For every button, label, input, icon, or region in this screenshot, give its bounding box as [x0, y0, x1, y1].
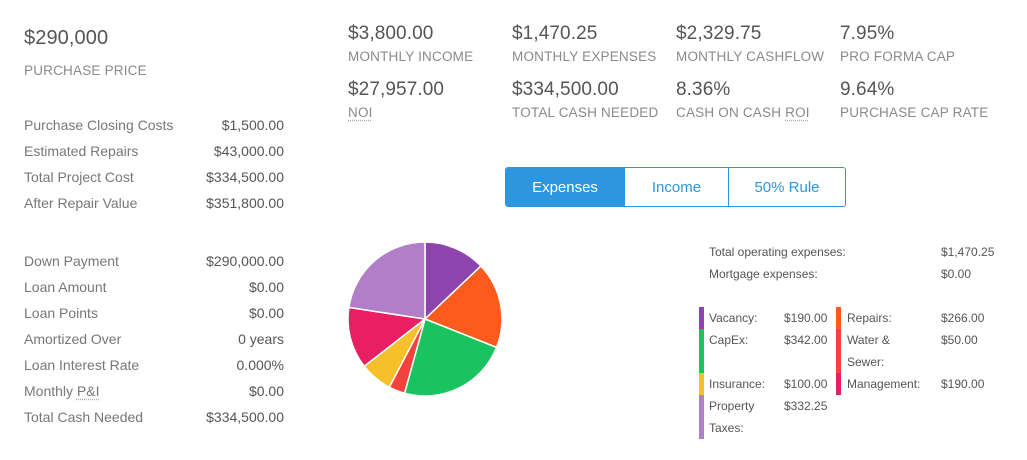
pi-abbr[interactable]: P&I [76, 383, 100, 399]
capex-swatch [699, 329, 704, 373]
purchase-cap-rate-label: PURCHASE CAP RATE [840, 105, 989, 120]
legend-capex-label: CapEx: [709, 333, 749, 347]
row-label: Total Project Cost [24, 169, 134, 185]
list-item: Total Cash Needed $334,500.00 [24, 409, 284, 429]
row-label: Loan Interest Rate [24, 357, 140, 373]
list-item: Amortized Over 0 years [24, 331, 284, 351]
noi-value: $27,957.00 [348, 79, 445, 100]
row-label: After Repair Value [24, 195, 138, 211]
legend-capex-value: $342.00 [784, 333, 828, 347]
list-item: Down Payment $290,000.00 [24, 253, 284, 273]
pro-forma-cap-value: 7.95% [840, 23, 895, 44]
list-item: Purchase Closing Costs $1,500.00 [24, 117, 284, 137]
legend-vacancy-value: $190.00 [784, 311, 828, 325]
row-value: $290,000.00 [206, 253, 284, 269]
mortgage-expenses-label: Mortgage expenses: [709, 267, 818, 281]
list-item: Loan Interest Rate 0.000% [24, 357, 284, 377]
legend-insurance-value: $100.00 [784, 377, 828, 391]
total-cash-needed-label: TOTAL CASH NEEDED [512, 105, 659, 120]
legend-repairs-label: Repairs: [847, 311, 892, 325]
row-value: $0.00 [248, 305, 284, 321]
pie-slice-capex[interactable] [403, 317, 498, 397]
list-item: After Repair Value $351,800.00 [24, 195, 284, 215]
row-label: Amortized Over [24, 331, 122, 347]
row-value: 0 years [238, 331, 284, 347]
list-item: Loan Points $0.00 [24, 305, 284, 325]
legend-water-sewer-value: $50.00 [941, 333, 978, 347]
mortgage-expenses-value: $0.00 [941, 267, 972, 281]
row-label: Down Payment [24, 253, 119, 269]
legend-management-value: $190.00 [941, 377, 985, 391]
total-operating-value: $1,470.25 [941, 245, 995, 259]
tab-50-rule[interactable]: 50% Rule [754, 178, 820, 196]
pie-slice-repairs[interactable] [423, 264, 503, 349]
repairs-swatch [836, 307, 841, 329]
list-item: Loan Amount $0.00 [24, 279, 284, 299]
row-label: Total Cash Needed [24, 409, 144, 425]
tab-income[interactable]: Income [625, 168, 729, 206]
tab-expenses[interactable]: Expenses [506, 168, 625, 206]
list-item: Estimated Repairs $43,000.00 [24, 143, 284, 163]
row-label-text: Monthly [24, 383, 77, 399]
monthly-cashflow-value: $2,329.75 [676, 23, 762, 44]
legend-management-label: Management: [847, 377, 921, 391]
monthly-income-value: $3,800.00 [348, 23, 434, 44]
legend-property-taxes-value: $332.25 [784, 399, 828, 413]
row-value: 0.000% [236, 357, 284, 373]
pro-forma-cap-label: PRO FORMA CAP [840, 49, 956, 64]
legend-water-sewer-label: Water & [847, 333, 890, 347]
insurance-swatch [699, 373, 704, 395]
property-taxes-swatch [699, 395, 704, 439]
purchase-cap-rate-value: 9.64% [840, 79, 895, 100]
row-value: $0.00 [248, 383, 284, 399]
cash-on-cash-label-text: CASH ON CASH [676, 105, 786, 120]
row-label: Monthly P&I [24, 383, 100, 399]
noi-abbr[interactable]: NOI [348, 105, 373, 120]
monthly-expenses-value: $1,470.25 [512, 23, 598, 44]
row-value: $1,500.00 [221, 117, 284, 133]
expenses-pie-chart[interactable] [344, 238, 506, 400]
chart-tabs: Expenses Income 50% Rule [505, 167, 846, 207]
monthly-cashflow-label: MONTHLY CASHFLOW [676, 49, 825, 64]
monthly-expenses-label: MONTHLY EXPENSES [512, 49, 657, 64]
row-value: $0.00 [248, 279, 284, 295]
water-sewer-swatch [836, 329, 841, 373]
pie-slice-management[interactable] [347, 306, 427, 368]
row-label: Loan Amount [24, 279, 107, 295]
row-value: $351,800.00 [206, 195, 284, 211]
legend-water-sewer-label-2: Sewer: [847, 355, 885, 369]
vacancy-swatch [699, 307, 704, 329]
purchase-price-label: PURCHASE PRICE [24, 63, 147, 78]
row-label: Loan Points [24, 305, 98, 321]
legend-property-taxes-label-2: Taxes: [709, 421, 744, 435]
purchase-price-value: $290,000 [24, 27, 109, 49]
legend-repairs-value: $266.00 [941, 311, 985, 325]
row-value: $43,000.00 [213, 143, 284, 159]
list-item: Total Project Cost $334,500.00 [24, 169, 284, 189]
noi-label[interactable]: NOI [348, 105, 373, 120]
monthly-income-label: MONTHLY INCOME [348, 49, 474, 64]
row-value: $334,500.00 [206, 409, 284, 425]
row-label: Estimated Repairs [24, 143, 139, 159]
total-operating-label: Total operating expenses: [709, 245, 846, 259]
pie-slice-property-taxes[interactable] [348, 241, 426, 320]
row-label: Purchase Closing Costs [24, 117, 174, 133]
legend-insurance-label: Insurance: [709, 377, 766, 391]
legend-property-taxes-label: Property [709, 399, 755, 413]
legend-vacancy-label: Vacancy: [709, 311, 758, 325]
pie-slice-vacancy[interactable] [424, 241, 482, 321]
roi-abbr[interactable]: ROI [785, 105, 810, 120]
cash-on-cash-roi-label: CASH ON CASH ROI [676, 105, 810, 120]
list-item: Monthly P&I $0.00 [24, 383, 284, 403]
row-value: $334,500.00 [206, 169, 284, 185]
total-cash-needed-value: $334,500.00 [512, 79, 619, 100]
cash-on-cash-roi-value: 8.36% [676, 79, 731, 100]
management-swatch [836, 373, 841, 395]
